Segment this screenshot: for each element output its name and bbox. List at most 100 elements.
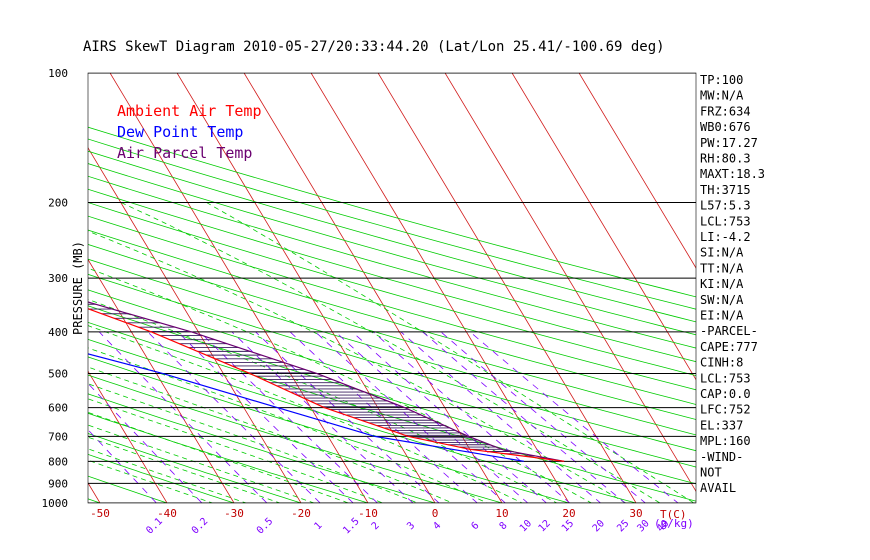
chart-title: AIRS SkewT Diagram 2010-05-27/20:33:44.2… [83,39,665,55]
index-line: CAP:0.0 [700,387,751,401]
index-line: MAXT:18.3 [700,167,765,181]
dry-adiabat-line [88,244,696,420]
moist-adiabat-line [88,398,385,503]
legend-entry: Ambient Air Temp [117,102,262,120]
mixing-ratio-line [98,331,268,503]
index-line: LFC:752 [700,403,751,417]
dry-adiabat-line [88,453,236,503]
dry-adiabat-line [88,229,696,405]
mixing-ratio-line [422,331,626,503]
legend-entry: Dew Point Temp [117,123,243,141]
legend: Ambient Air Temp Dew Point Temp Air Parcel… [117,102,262,162]
mixing-ratio-line [373,331,571,503]
isotherm-line [176,73,436,503]
isotherm-line [109,73,369,503]
pressure-tick-label: 800 [48,455,68,468]
dry-adiabat-line [88,138,696,310]
index-line: L57:5.3 [700,199,751,213]
mixing-ratio-label: 30 [636,518,652,534]
air-parcel-temp-line [88,301,565,462]
moist-adiabat-line [88,459,214,503]
mixing-ratio-line [88,382,203,503]
index-line: EL:337 [700,418,743,432]
index-line: FRZ:634 [700,104,751,118]
mixing-ratio-label: 0.5 [255,516,276,537]
mixing-ratio-line [255,331,440,503]
dry-adiabat-line [88,215,696,391]
pressure-tick-labels: 100 200 300 400 500 600 700 800 900 1000 [42,67,69,510]
index-line: EI:N/A [700,309,744,323]
index-line: SW:N/A [700,293,744,307]
mixing-ratio-label: 1 [312,520,324,532]
temp-axis-unit: T(C) [660,508,687,521]
index-line: TP:100 [700,73,743,87]
moist-adiabat-line [88,448,248,503]
mixing-ratio-line [289,331,478,503]
legend-entry: Air Parcel Temp [117,144,252,162]
dry-adiabat-line [88,126,696,298]
mixing-ratio-label: 20 [591,518,607,534]
moist-adiabat-line [88,347,489,503]
dry-adiabat-line [88,258,696,436]
mixing-ratio-line [469,331,679,503]
pressure-tick-label: 900 [48,477,68,490]
isotherm-line [310,73,570,503]
mixing-ratio-line [335,331,529,503]
mixing-ratio-label: 15 [560,518,576,534]
mixing-ratio-line [199,331,379,503]
dry-adiabat-line [88,475,169,503]
dry-adiabat-line [0,73,59,512]
mixing-ratio-label: 4 [431,520,443,532]
isotherm-line [0,63,39,512]
pressure-tick-label: 700 [48,430,68,443]
mixing-ratio-line [352,331,548,503]
pressure-tick-label: 600 [48,402,68,415]
index-line: AVAIL [700,481,736,495]
moist-adiabat-line [88,267,593,503]
bottom-temp-tick-label: -50 [90,507,110,520]
cape-hatch [88,303,558,461]
index-line: NOT [700,466,722,480]
index-line: WB0:676 [700,120,751,134]
moist-adiabat-line [88,298,558,503]
index-line: TT:N/A [700,261,744,275]
pressure-tick-label: 500 [48,368,68,381]
bottom-temp-tick-label: 20 [562,507,575,520]
isotherm-line [511,73,696,381]
dry-adiabat-line [88,289,696,468]
bottom-temp-tick-label: -40 [157,507,177,520]
bottom-temp-tick-label: 0 [432,507,439,520]
index-line: RH:80.3 [700,152,751,166]
moist-adiabat-line [88,424,316,503]
index-line: LCL:753 [700,214,751,228]
isotherm-lines [0,63,696,512]
moist-adiabat-line [206,202,695,503]
dry-adiabat-line [88,150,696,323]
pressure-tick-label: 300 [48,272,68,285]
mixing-ratio-line [88,429,157,503]
pressure-axis-label: PRESSURE (MB) [71,241,85,335]
ambient-air-temp-line [88,308,565,462]
dry-adiabat-line [88,321,696,502]
dry-adiabat-line [88,338,638,503]
mixing-ratio-label: 12 [537,518,553,534]
mixing-ratio-unit: (g/kg) [654,517,694,530]
dry-adiabat-line [88,356,571,503]
isotherm-line [578,73,696,269]
mixing-ratio-label: 0.2 [190,516,211,537]
mixing-ratio-line [231,331,414,503]
index-line: MW:N/A [700,89,744,103]
isotherm-line [88,370,168,503]
bottom-temp-tick-label: -20 [291,507,311,520]
index-line: TH:3715 [700,183,751,197]
pressure-tick-label: 100 [48,67,68,80]
mixing-ratio-label: 6 [470,520,482,532]
dry-adiabat-line [88,175,696,349]
moist-adiabat-line [88,325,524,503]
index-line: CINH:8 [700,356,743,370]
mixing-ratio-label: 25 [615,518,631,534]
pressure-tick-label: 200 [48,196,68,209]
dry-adiabat-line [88,202,696,377]
